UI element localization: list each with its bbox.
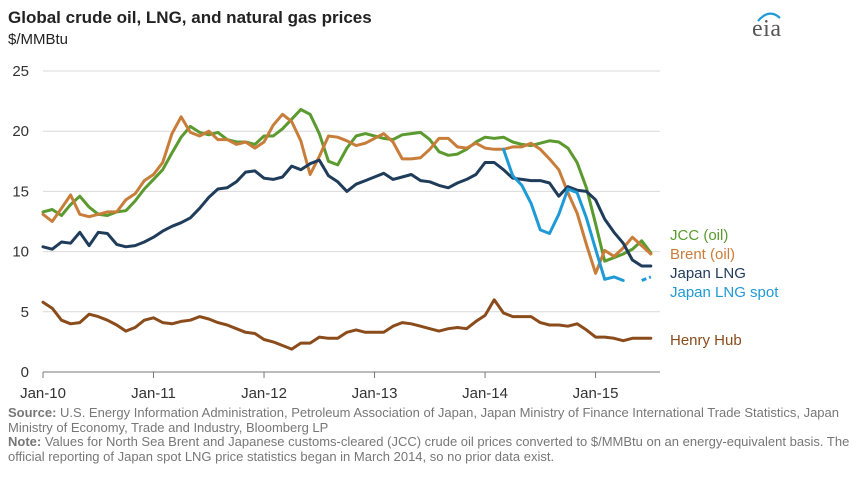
series-line-brent-oil bbox=[41, 112, 653, 275]
x-tick-label: Jan-12 bbox=[241, 385, 287, 402]
x-tick-label: Jan-10 bbox=[20, 385, 66, 402]
line-chart: 0 5 10 15 20 25 Jan-10 Jan-11 Jan-12 Jan-13 Jan-14… bbox=[12, 63, 779, 402]
eia-logo-arc-icon bbox=[757, 12, 781, 22]
series-lines bbox=[41, 108, 653, 351]
y-tick-label: 0 bbox=[21, 364, 29, 381]
chart-title: Global crude oil, LNG, and natural gas p… bbox=[8, 8, 372, 27]
series-line-japan-lng bbox=[41, 158, 653, 268]
legend-label-jcc-oil: JCC (oil) bbox=[670, 227, 728, 244]
footnotes: Source: U.S. Energy Information Administ… bbox=[8, 405, 858, 464]
x-tick-label: Jan-14 bbox=[462, 385, 508, 402]
series-line-jcc-oil bbox=[41, 108, 653, 263]
note-label: Note: bbox=[8, 434, 42, 450]
y-axis-units: $/MMBtu bbox=[8, 31, 69, 48]
x-tick-label: Jan-11 bbox=[131, 385, 176, 402]
series-line-japan-lng-spot bbox=[502, 147, 625, 282]
legend-label-brent-oil: Brent (oil) bbox=[670, 246, 735, 263]
note-text: Values for North Sea Brent and Japanese … bbox=[8, 434, 850, 464]
y-tick-label: 5 bbox=[21, 304, 29, 321]
source-label: Source: bbox=[8, 405, 57, 420]
y-tick-label: 25 bbox=[12, 63, 29, 80]
x-tick-label: Jan-13 bbox=[352, 385, 398, 402]
y-tick-label: 10 bbox=[12, 244, 29, 261]
axes: 0 5 10 15 20 25 Jan-10 Jan-11 Jan-12 Jan-13 Jan-14… bbox=[12, 63, 660, 402]
legend-label-japan-lng: Japan LNG bbox=[670, 265, 746, 282]
y-tick-label: 20 bbox=[12, 123, 29, 140]
legend-label-japan-lng-spot: Japan LNG spot bbox=[670, 284, 779, 301]
y-tick-label: 15 bbox=[12, 183, 29, 200]
eia-logo: eia bbox=[752, 16, 782, 42]
series-line-japan-lng-spot-dashed bbox=[641, 275, 652, 282]
x-tick-label: Jan-15 bbox=[573, 385, 619, 402]
legend-label-henry-hub: Henry Hub bbox=[670, 332, 742, 349]
source-text: U.S. Energy Information Administration, … bbox=[8, 405, 839, 435]
legend: JCC (oil) Brent (oil) Japan LNG Japan LNG s… bbox=[670, 227, 779, 349]
series-line-henry-hub bbox=[41, 298, 653, 351]
